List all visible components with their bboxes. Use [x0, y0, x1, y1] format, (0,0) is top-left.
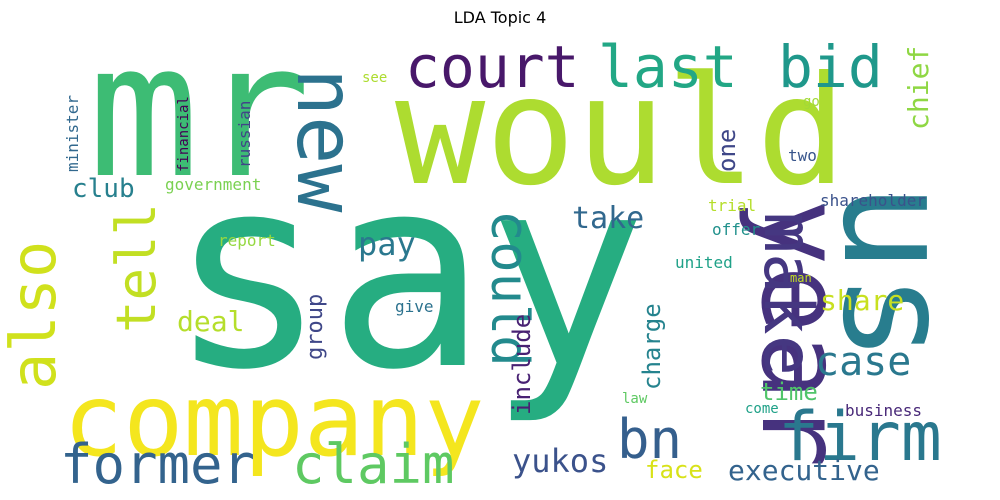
word-offer: offer [712, 220, 761, 239]
word-make: make [748, 212, 827, 376]
word-executive: executive [728, 454, 880, 487]
word-time: time [760, 378, 818, 406]
word-group: group [303, 294, 328, 360]
word-law: law [622, 391, 648, 407]
word-minister: minister [63, 95, 82, 172]
word-man: man [790, 271, 812, 285]
word-pay: pay [358, 225, 416, 263]
word-also: also [0, 241, 70, 390]
word-court: court [405, 33, 580, 101]
word-tell: tell [105, 203, 168, 333]
chart-title: LDA Topic 4 [453, 8, 547, 27]
word-year: year [736, 198, 866, 468]
word-come: come [745, 401, 779, 417]
word-club: club [72, 174, 135, 204]
word-case: case [815, 339, 911, 385]
word-russian: russian [235, 101, 254, 168]
word-trial: trial [708, 196, 756, 215]
word-two: two [788, 146, 817, 165]
word-financial: financial [176, 96, 192, 172]
word-would: would [395, 45, 847, 219]
word-government: government [165, 175, 261, 194]
word-share: share [820, 284, 904, 317]
word-say: say [168, 120, 647, 428]
word-could: could [479, 210, 539, 367]
word-mr: mr [88, 3, 311, 219]
word-deal: deal [177, 305, 244, 338]
word-one: one [713, 129, 741, 172]
word-go: go [803, 94, 820, 110]
word-shareholder: shareholder [820, 191, 926, 210]
word-face: face [645, 456, 703, 484]
word-give: give [395, 297, 434, 316]
word-report: report [218, 231, 276, 250]
word-chief: chief [902, 46, 935, 130]
word-claim: claim [292, 433, 455, 496]
word-yukos: yukos [512, 442, 608, 480]
word-us: us [809, 182, 983, 363]
word-former: former [60, 433, 255, 496]
word-united: united [675, 253, 733, 272]
word-bid: bid [778, 33, 883, 101]
word-take: take [572, 201, 644, 236]
word-firm: firm [778, 398, 942, 477]
word-new: new [279, 68, 372, 213]
word-charge: charge [638, 303, 666, 390]
word-business: business [845, 401, 922, 420]
word-last: last [598, 33, 738, 101]
word-include: include [508, 314, 536, 415]
word-bn: bn [617, 408, 682, 471]
word-see: see [362, 70, 387, 86]
word-company: company [63, 362, 484, 479]
